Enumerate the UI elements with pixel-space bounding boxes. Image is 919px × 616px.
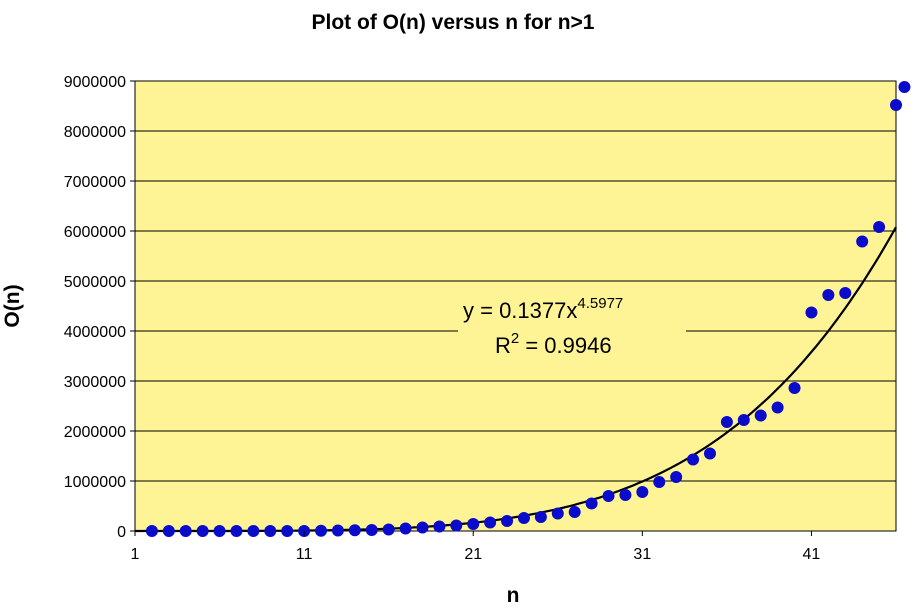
y-tick-label: 2000000 xyxy=(64,424,126,441)
data-point xyxy=(517,512,530,524)
x-tick-label: 41 xyxy=(803,546,821,563)
trendline-path xyxy=(135,226,897,533)
y-tick-label: 1000000 xyxy=(64,474,126,491)
data-point xyxy=(162,525,175,537)
x-tick-label: 1 xyxy=(131,546,140,563)
equation-background xyxy=(458,286,686,364)
data-point xyxy=(399,522,412,535)
data-point xyxy=(703,447,716,460)
data-point xyxy=(501,515,514,527)
data-point xyxy=(822,289,835,301)
data-point xyxy=(247,525,260,537)
data-point xyxy=(771,401,784,414)
gridlines xyxy=(135,130,896,482)
trendline-equation: y = 0.1377x4.5977 R2 = 0.9946 xyxy=(458,286,686,364)
equation-text: y = 0.1377x4.5977 xyxy=(463,295,623,323)
data-point xyxy=(805,306,818,319)
data-point xyxy=(467,518,480,530)
data-point xyxy=(281,525,294,537)
data-point xyxy=(670,471,683,483)
r-squared-text: R2 = 0.9946 xyxy=(495,330,612,358)
data-point xyxy=(315,524,328,537)
data-point xyxy=(484,516,497,529)
y-tick-label: 8000000 xyxy=(64,124,126,141)
data-point xyxy=(737,414,750,426)
data-point xyxy=(145,525,158,537)
data-point xyxy=(602,490,615,502)
data-point xyxy=(720,416,733,428)
data-point xyxy=(619,489,632,501)
data-point xyxy=(890,99,902,111)
data-point xyxy=(382,523,395,536)
data-point xyxy=(873,221,886,233)
data-point xyxy=(898,81,911,93)
y-axis-title: O(n) xyxy=(1,284,24,327)
data-point xyxy=(568,506,581,518)
y-tick-label: 3000000 xyxy=(64,374,126,391)
data-point xyxy=(331,524,344,537)
y-tick-label: 5000000 xyxy=(64,274,126,291)
data-point xyxy=(196,525,209,537)
data-point xyxy=(839,287,852,299)
x-axis-ticks: 1 11 21 31 41 xyxy=(131,531,821,563)
data-point xyxy=(551,507,564,520)
y-tick-label: 4000000 xyxy=(64,324,126,341)
data-point xyxy=(687,453,700,466)
x-tick-label: 31 xyxy=(633,546,651,563)
y-tick-label: 7000000 xyxy=(64,174,126,191)
data-point xyxy=(433,520,446,533)
data-point xyxy=(179,525,192,537)
data-point xyxy=(788,382,801,394)
data-point xyxy=(636,486,649,498)
y-tick-label: 9000000 xyxy=(64,74,126,91)
data-point xyxy=(585,497,598,510)
data-point xyxy=(856,235,869,248)
x-tick-label: 11 xyxy=(296,546,313,563)
data-point xyxy=(534,511,547,523)
data-point xyxy=(416,521,429,534)
data-point xyxy=(213,525,226,537)
trendline xyxy=(135,226,897,533)
data-point xyxy=(230,525,243,537)
data-point xyxy=(264,525,277,537)
y-tick-label: 0 xyxy=(117,524,126,541)
data-points xyxy=(145,81,911,537)
data-point xyxy=(653,476,666,488)
data-point xyxy=(365,524,378,536)
data-point xyxy=(348,524,361,537)
data-point xyxy=(450,519,463,532)
data-point xyxy=(754,409,767,422)
x-axis-title: n xyxy=(507,584,520,607)
x-tick-label: 21 xyxy=(464,546,482,563)
y-tick-label: 6000000 xyxy=(64,224,126,241)
y-axis-ticks: 0 1000000 2000000 3000000 4000000 5000000 6000… xyxy=(64,74,135,541)
chart-title: Plot of O(n) versus n for n>1 xyxy=(312,11,595,34)
